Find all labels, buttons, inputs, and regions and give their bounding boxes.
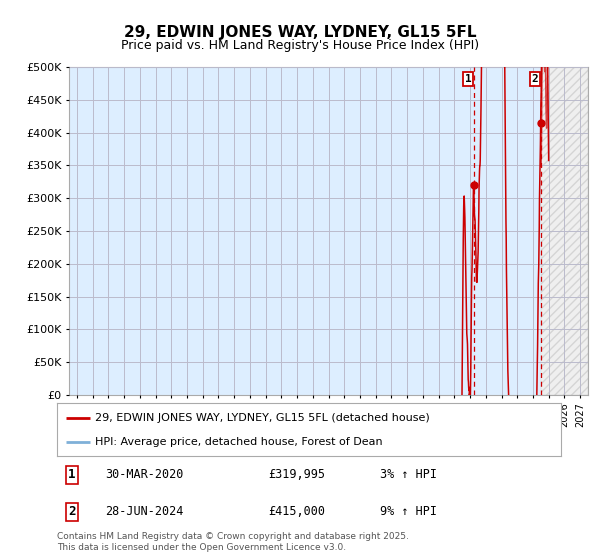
Bar [473, 67, 541, 395]
Text: £415,000: £415,000 [269, 505, 326, 518]
Text: 2: 2 [68, 505, 76, 518]
Text: HPI: Average price, detached house, Forest of Dean: HPI: Average price, detached house, Fore… [95, 437, 382, 447]
Text: 28-JUN-2024: 28-JUN-2024 [105, 505, 183, 518]
Bar [541, 67, 588, 395]
Text: Price paid vs. HM Land Registry's House Price Index (HPI): Price paid vs. HM Land Registry's House … [121, 39, 479, 53]
Text: 9% ↑ HPI: 9% ↑ HPI [380, 505, 437, 518]
Bar [69, 67, 473, 395]
Text: 1: 1 [68, 468, 76, 481]
Text: Contains HM Land Registry data © Crown copyright and database right 2025.
This d: Contains HM Land Registry data © Crown c… [57, 533, 409, 552]
Text: £319,995: £319,995 [269, 468, 326, 481]
Text: 30-MAR-2020: 30-MAR-2020 [105, 468, 183, 481]
Text: 1: 1 [464, 74, 472, 84]
Text: 29, EDWIN JONES WAY, LYDNEY, GL15 5FL (detached house): 29, EDWIN JONES WAY, LYDNEY, GL15 5FL (d… [95, 413, 430, 423]
Text: 3% ↑ HPI: 3% ↑ HPI [380, 468, 437, 481]
Text: 2: 2 [532, 74, 538, 84]
Text: 29, EDWIN JONES WAY, LYDNEY, GL15 5FL: 29, EDWIN JONES WAY, LYDNEY, GL15 5FL [124, 25, 476, 40]
